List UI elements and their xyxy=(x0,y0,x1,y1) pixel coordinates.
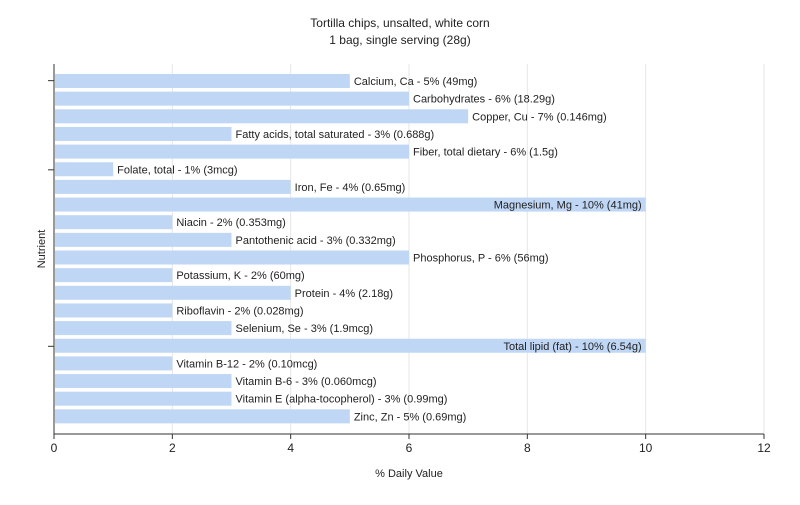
bar xyxy=(55,126,232,141)
chart-title: Tortilla chips, unsalted, white corn xyxy=(310,16,489,30)
bar xyxy=(55,232,232,247)
bar xyxy=(55,285,291,300)
x-tick-label: 4 xyxy=(287,441,294,455)
bar-label: Magnesium, Mg - 10% (41mg) xyxy=(494,200,642,212)
bar-label: Potassium, K - 2% (60mg) xyxy=(176,270,304,282)
bar-label: Calcium, Ca - 5% (49mg) xyxy=(354,76,477,88)
x-tick-label: 10 xyxy=(639,441,653,455)
bar-label: Vitamin B-12 - 2% (0.10mcg) xyxy=(176,358,317,370)
bar-layer xyxy=(55,74,646,424)
bar-label: Pantothenic acid - 3% (0.332mg) xyxy=(236,235,396,247)
bar-label: Iron, Fe - 4% (0.65mg) xyxy=(295,182,406,194)
bar-label: Fatty acids, total saturated - 3% (0.688… xyxy=(236,129,435,141)
bar-label: Niacin - 2% (0.353mg) xyxy=(176,217,285,229)
x-tick-label: 6 xyxy=(406,441,413,455)
bar-label: Fiber, total dietary - 6% (1.5g) xyxy=(413,147,558,159)
bar xyxy=(55,91,409,106)
bar xyxy=(55,303,173,318)
bar-label: Carbohydrates - 6% (18.29g) xyxy=(413,94,555,106)
bar xyxy=(55,74,350,88)
bar xyxy=(55,197,646,212)
bar xyxy=(55,374,232,389)
bar-label: Vitamin B-6 - 3% (0.060mcg) xyxy=(236,376,377,388)
bar xyxy=(55,250,409,265)
bar xyxy=(55,144,409,159)
bar-label: Riboflavin - 2% (0.028mg) xyxy=(176,305,303,317)
y-axis-label: Nutrient xyxy=(36,230,48,269)
bar xyxy=(55,356,173,371)
bar-label: Selenium, Se - 3% (1.9mcg) xyxy=(236,323,374,335)
bar xyxy=(55,409,350,424)
x-tick-layer: 0 2 4 6 8 10 12 xyxy=(51,434,771,455)
grid-layer xyxy=(171,64,765,434)
bar-label: Copper, Cu - 7% (0.146mg) xyxy=(472,111,607,123)
bar xyxy=(55,391,232,406)
bar xyxy=(55,162,114,177)
x-tick-label: 0 xyxy=(51,441,58,455)
x-tick-label: 12 xyxy=(757,441,771,455)
bar-label: Zinc, Zn - 5% (0.69mg) xyxy=(354,411,466,423)
bar-label: Folate, total - 1% (3mcg) xyxy=(117,164,237,176)
bar xyxy=(55,321,232,336)
bar xyxy=(55,109,469,124)
bar-label: Vitamin E (alpha-tocopherol) - 3% (0.99m… xyxy=(236,394,448,406)
bar-label: Phosphorus, P - 6% (56mg) xyxy=(413,253,549,265)
x-axis-label: % Daily Value xyxy=(375,468,443,480)
x-tick-label: 2 xyxy=(169,441,176,455)
x-tick-label: 8 xyxy=(524,441,531,455)
bar xyxy=(55,268,173,283)
bar-label-layer: Calcium, Ca - 5% (49mg) Carbohydrates - 6… xyxy=(117,76,642,423)
bar-label: Total lipid (fat) - 10% (6.54g) xyxy=(503,341,641,353)
bar xyxy=(55,179,291,194)
bar xyxy=(55,338,646,353)
bar-label: Protein - 4% (2.18g) xyxy=(295,288,393,300)
bar xyxy=(55,215,173,230)
chart-subtitle: 1 bag, single serving (28g) xyxy=(329,33,470,47)
y-tick-layer xyxy=(48,80,54,347)
